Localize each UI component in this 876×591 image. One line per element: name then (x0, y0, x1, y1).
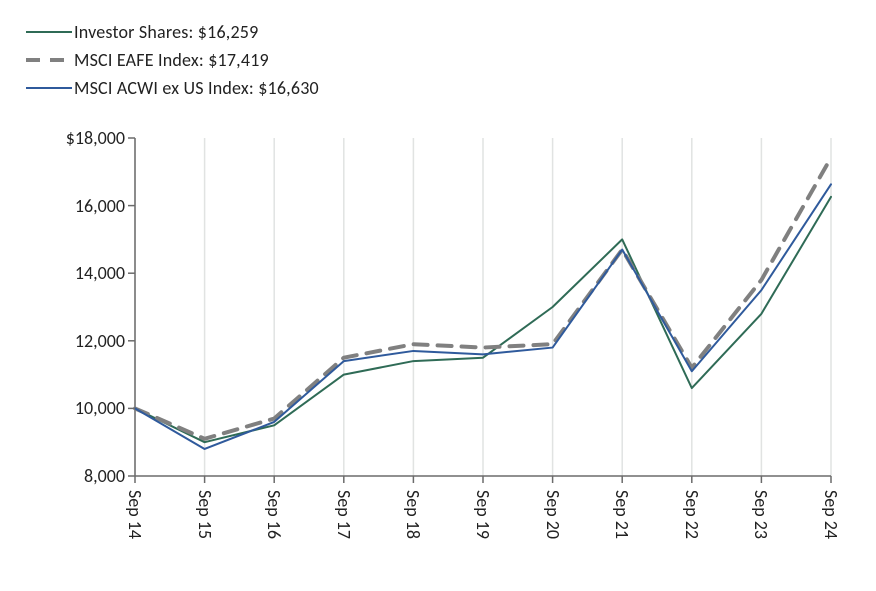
y-tick-label: 10,000 (45, 397, 125, 419)
x-tick-label: Sep 14 (124, 490, 146, 539)
x-tick-label: Sep 21 (611, 490, 633, 539)
x-tick-label: Sep 20 (542, 490, 564, 539)
y-tick-label: $18,000 (45, 127, 125, 149)
y-tick-label: 8,000 (45, 465, 125, 487)
x-tick-label: Sep 17 (333, 490, 355, 539)
x-tick-label: Sep 19 (472, 490, 494, 539)
gridlines (135, 138, 831, 476)
y-tick-label: 14,000 (45, 262, 125, 284)
x-tick-label: Sep 15 (194, 490, 216, 539)
x-tick-label: Sep 23 (750, 490, 772, 539)
x-tick-label: Sep 16 (263, 490, 285, 539)
x-tick-label: Sep 18 (402, 490, 424, 539)
y-tick-label: 12,000 (45, 330, 125, 352)
x-tick-label: Sep 22 (681, 490, 703, 539)
x-tick-label: Sep 24 (820, 490, 842, 539)
growth-chart: Investor Shares: $16,259 MSCI EAFE Index… (0, 0, 876, 591)
y-tick-label: 16,000 (45, 195, 125, 217)
